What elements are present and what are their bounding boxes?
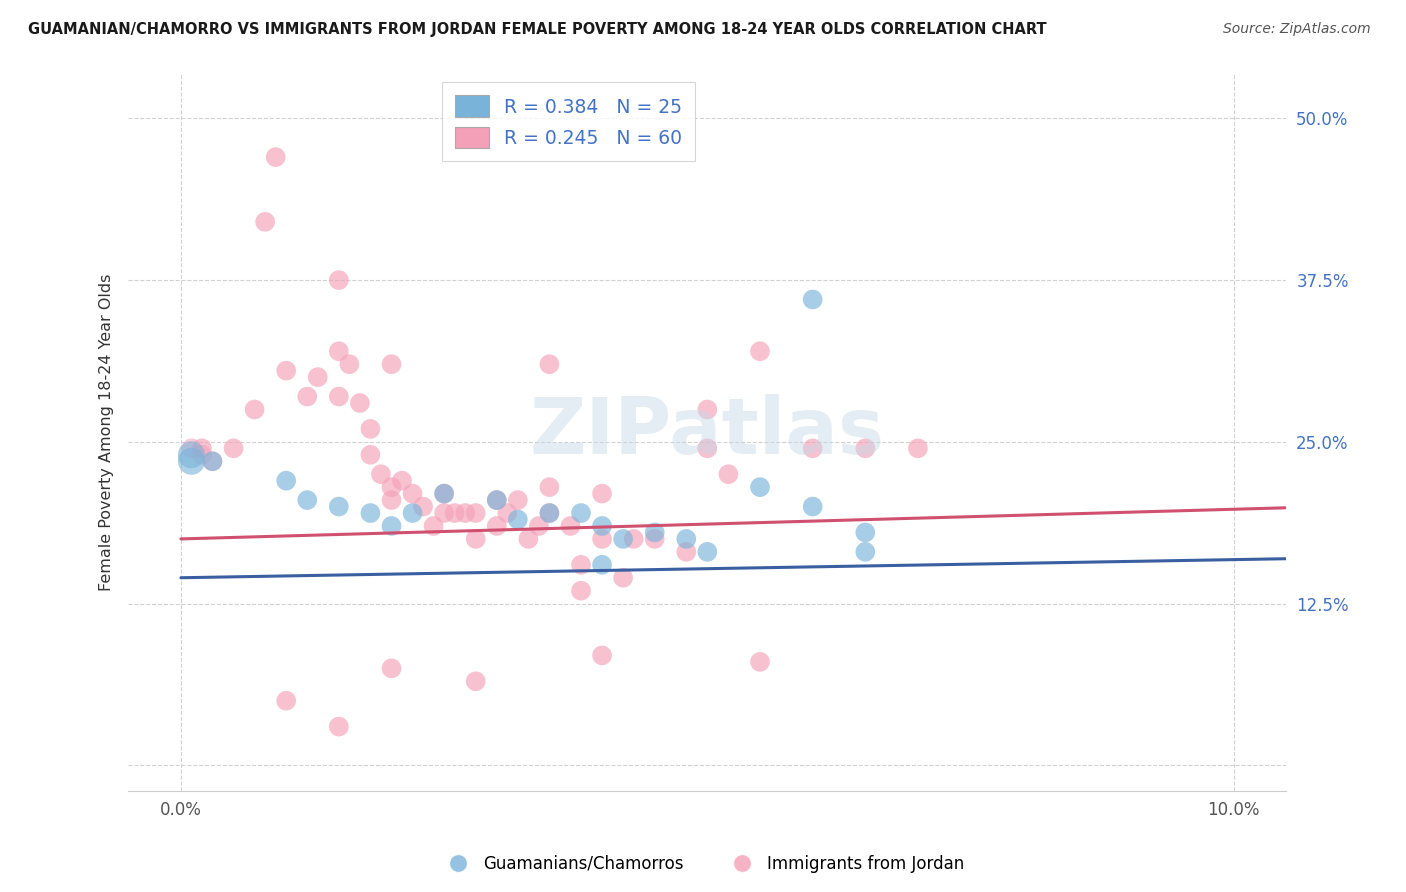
- Point: [496, 506, 519, 520]
- Point: [591, 486, 613, 500]
- Point: [180, 442, 202, 456]
- Point: [307, 370, 329, 384]
- Text: GUAMANIAN/CHAMORRO VS IMMIGRANTS FROM JORDAN FEMALE POVERTY AMONG 18-24 YEAR OLD: GUAMANIAN/CHAMORRO VS IMMIGRANTS FROM JO…: [28, 22, 1046, 37]
- Point: [391, 474, 413, 488]
- Point: [853, 442, 876, 456]
- Point: [801, 500, 824, 514]
- Point: [191, 448, 214, 462]
- Point: [201, 454, 224, 468]
- Point: [180, 448, 202, 462]
- Point: [180, 454, 202, 468]
- Point: [328, 720, 350, 734]
- Point: [696, 402, 718, 417]
- Point: [749, 655, 772, 669]
- Point: [359, 506, 381, 520]
- Point: [433, 506, 456, 520]
- Point: [517, 532, 540, 546]
- Point: [254, 215, 277, 229]
- Point: [191, 442, 214, 456]
- Point: [297, 390, 319, 404]
- Point: [222, 442, 245, 456]
- Point: [696, 442, 718, 456]
- Legend: Guamanians/Chamorros, Immigrants from Jordan: Guamanians/Chamorros, Immigrants from Jo…: [434, 848, 972, 880]
- Point: [443, 506, 465, 520]
- Point: [380, 480, 402, 494]
- Point: [422, 519, 444, 533]
- Point: [749, 480, 772, 494]
- Point: [485, 519, 508, 533]
- Point: [853, 545, 876, 559]
- Point: [801, 293, 824, 307]
- Point: [380, 357, 402, 371]
- Point: [485, 493, 508, 508]
- Point: [591, 648, 613, 663]
- Point: [464, 674, 486, 689]
- Point: [569, 506, 592, 520]
- Point: [337, 357, 360, 371]
- Point: [359, 448, 381, 462]
- Point: [201, 454, 224, 468]
- Text: ZIPatlas: ZIPatlas: [530, 394, 884, 470]
- Point: [328, 273, 350, 287]
- Point: [359, 422, 381, 436]
- Point: [591, 519, 613, 533]
- Point: [801, 442, 824, 456]
- Point: [370, 467, 392, 482]
- Point: [569, 558, 592, 572]
- Point: [464, 506, 486, 520]
- Point: [380, 519, 402, 533]
- Point: [401, 506, 423, 520]
- Point: [380, 661, 402, 675]
- Point: [328, 344, 350, 359]
- Point: [696, 545, 718, 559]
- Point: [538, 506, 561, 520]
- Point: [717, 467, 740, 482]
- Point: [569, 583, 592, 598]
- Point: [853, 525, 876, 540]
- Point: [675, 545, 697, 559]
- Point: [675, 532, 697, 546]
- Point: [276, 694, 298, 708]
- Point: [485, 493, 508, 508]
- Point: [433, 486, 456, 500]
- Point: [328, 390, 350, 404]
- Point: [612, 532, 634, 546]
- Point: [433, 486, 456, 500]
- Point: [297, 493, 319, 508]
- Point: [349, 396, 371, 410]
- Point: [454, 506, 477, 520]
- Point: [907, 442, 929, 456]
- Point: [506, 493, 529, 508]
- Point: [276, 364, 298, 378]
- Point: [276, 474, 298, 488]
- Point: [412, 500, 434, 514]
- Point: [243, 402, 266, 417]
- Y-axis label: Female Poverty Among 18-24 Year Olds: Female Poverty Among 18-24 Year Olds: [100, 274, 114, 591]
- Text: Source: ZipAtlas.com: Source: ZipAtlas.com: [1223, 22, 1371, 37]
- Point: [623, 532, 645, 546]
- Legend: R = 0.384   N = 25, R = 0.245   N = 60: R = 0.384 N = 25, R = 0.245 N = 60: [441, 82, 695, 161]
- Point: [538, 357, 561, 371]
- Point: [591, 558, 613, 572]
- Point: [264, 150, 287, 164]
- Point: [591, 532, 613, 546]
- Point: [464, 532, 486, 546]
- Point: [527, 519, 550, 533]
- Point: [560, 519, 582, 533]
- Point: [644, 532, 666, 546]
- Point: [538, 506, 561, 520]
- Point: [612, 571, 634, 585]
- Point: [506, 512, 529, 526]
- Point: [328, 500, 350, 514]
- Point: [380, 493, 402, 508]
- Point: [749, 344, 772, 359]
- Point: [644, 525, 666, 540]
- Point: [538, 480, 561, 494]
- Point: [401, 486, 423, 500]
